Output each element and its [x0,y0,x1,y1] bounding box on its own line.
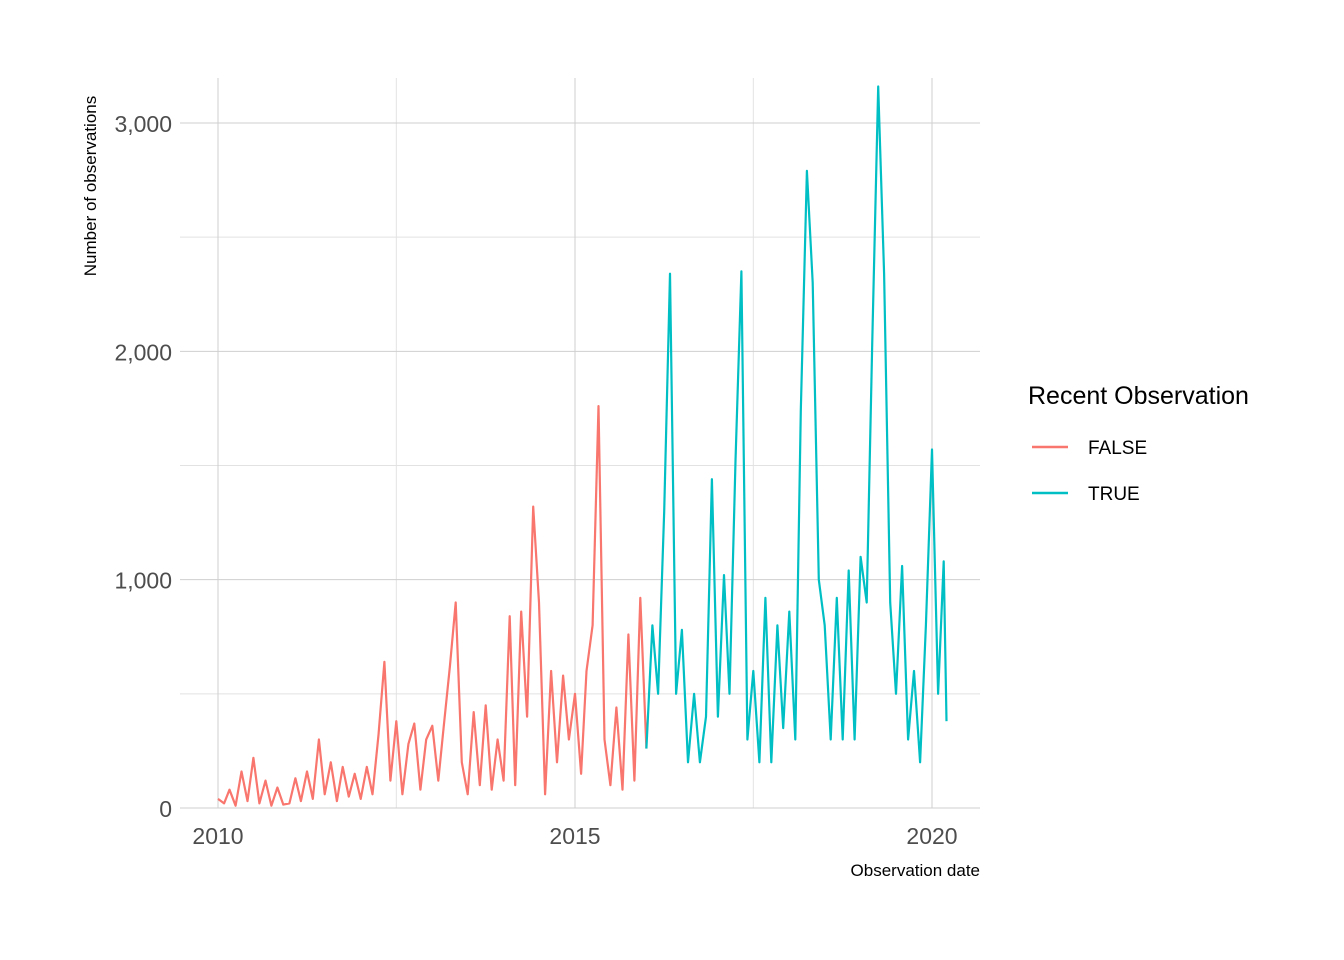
x-tick-label: 2020 [906,823,957,849]
y-tick-label: 3,000 [114,111,172,137]
series-line-false [217,405,648,807]
legend-label-false: FALSE [1088,438,1147,459]
y-tick-label: 2,000 [114,339,172,365]
x-tick-label: 2015 [549,823,600,849]
legend-title: Recent Observation [1028,382,1249,410]
x-axis-ticks: 2010 2015 2020 [192,823,957,849]
legend-label-true: TRUE [1088,484,1140,505]
x-axis-title: Observation date [851,861,980,880]
series-line-true [645,85,948,764]
y-tick-label: 1,000 [114,568,172,594]
x-tick-label: 2010 [192,823,243,849]
y-axis-title: Number of observations [81,96,100,276]
legend-items: FALSE TRUE [1032,438,1147,505]
legend: Recent Observation FALSE TRUE [1028,382,1249,505]
grid-lines [180,78,980,809]
series-lines [217,85,948,807]
y-axis-ticks: 0 1,000 2,000 3,000 [114,111,172,822]
y-tick-label: 0 [159,796,172,822]
